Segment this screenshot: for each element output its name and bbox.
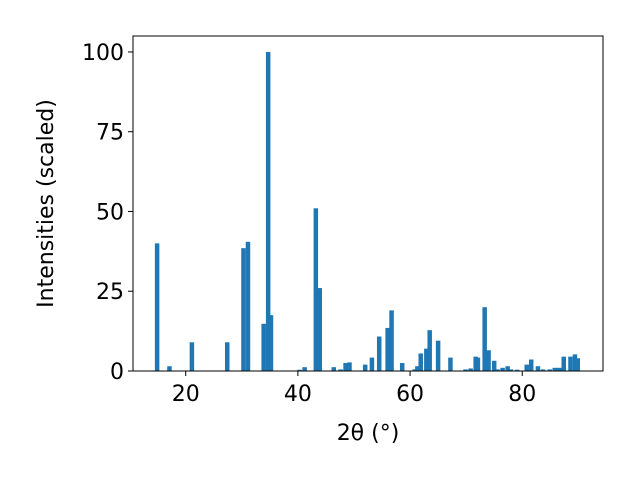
x-axis-ticks: 20 40 60 80 [172,371,536,407]
plot-background [133,36,603,371]
bar [514,369,520,371]
bar [505,366,510,371]
bar [415,366,420,371]
bar [491,360,497,371]
bar [540,369,546,371]
bar [265,51,271,371]
bar [389,310,394,371]
x-tick-label: 80 [508,382,536,407]
x-tick-label: 20 [172,382,200,407]
bar [317,288,323,371]
bar [362,364,368,371]
bar [482,307,487,371]
bar [189,342,195,371]
y-tick-label: 25 [96,280,124,305]
bar [495,369,500,371]
bar [508,369,514,371]
bar [347,362,352,371]
bar [568,356,573,371]
bar [528,359,534,371]
bar [167,366,172,371]
bar [376,336,382,371]
bar [418,353,423,371]
bar [297,369,302,371]
bar [575,358,581,371]
bar [475,357,481,371]
bar [343,363,348,371]
bar [468,368,473,371]
bar [427,330,432,371]
bar [313,208,319,371]
bar [572,354,578,371]
bar [302,367,307,371]
x-tick-label: 60 [396,382,424,407]
y-axis-ticks: 0 25 50 75 100 [82,41,133,385]
bar [241,248,246,371]
bar [524,364,529,371]
x-tick-label: 40 [284,382,312,407]
y-tick-label: 50 [96,200,124,225]
bar [561,356,566,371]
y-axis-title: Intensities (scaled) [34,99,59,308]
bar [424,348,429,371]
y-tick-label: 0 [110,360,124,385]
bar [500,367,505,371]
bar [369,357,375,371]
bar [154,243,160,371]
bars-group [154,51,581,371]
bar [448,357,453,371]
bar [268,315,274,371]
bar [412,369,417,371]
bar [557,367,562,371]
bar [435,340,441,371]
bar [552,367,558,371]
plot-frame [132,35,604,372]
bar [338,369,343,371]
bar [331,367,337,371]
bar [535,366,541,371]
bar [486,350,491,371]
bar [245,241,251,371]
bar [385,327,390,371]
bar [399,363,405,371]
bar [463,369,468,371]
x-axis-title: 2θ (°) [337,421,400,446]
y-tick-label: 100 [82,41,124,66]
bar [547,369,552,371]
y-tick-label: 75 [96,121,124,146]
bar [261,323,266,371]
bar [224,342,230,371]
